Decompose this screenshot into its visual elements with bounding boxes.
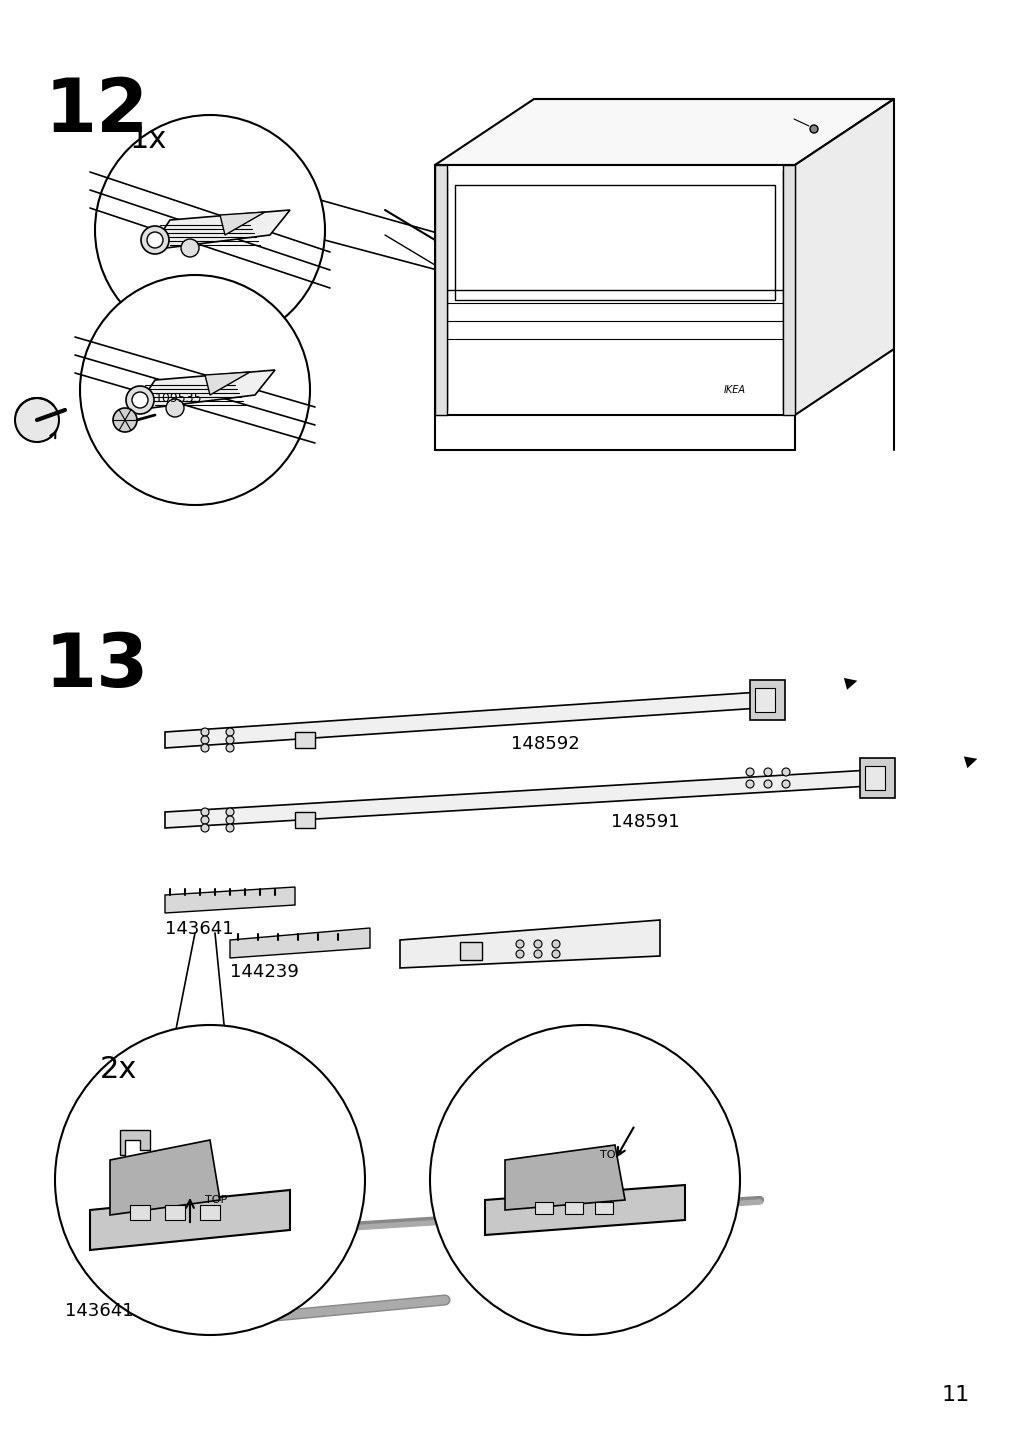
- Circle shape: [782, 768, 790, 776]
- Circle shape: [131, 392, 148, 408]
- Polygon shape: [165, 692, 759, 748]
- Circle shape: [181, 239, 199, 256]
- Circle shape: [225, 823, 234, 832]
- Polygon shape: [484, 1186, 684, 1234]
- Circle shape: [763, 780, 771, 788]
- Circle shape: [166, 400, 184, 417]
- Polygon shape: [795, 99, 893, 415]
- Bar: [295, 732, 314, 748]
- Polygon shape: [219, 212, 265, 235]
- Bar: [864, 766, 885, 790]
- Text: 2x: 2x: [100, 1055, 137, 1084]
- Text: IKEA: IKEA: [723, 385, 745, 395]
- Text: 143641: 143641: [165, 919, 234, 938]
- Polygon shape: [399, 919, 659, 968]
- Polygon shape: [150, 211, 290, 251]
- Circle shape: [201, 736, 209, 745]
- Bar: [749, 680, 785, 720]
- Circle shape: [225, 808, 234, 816]
- Polygon shape: [90, 1190, 290, 1250]
- Bar: [594, 1201, 613, 1214]
- Circle shape: [430, 1025, 739, 1335]
- Circle shape: [126, 387, 154, 414]
- Text: 148592: 148592: [511, 735, 579, 753]
- Bar: [460, 942, 481, 959]
- Circle shape: [80, 275, 309, 505]
- Bar: [435, 165, 447, 415]
- Bar: [455, 185, 774, 299]
- Text: 13: 13: [44, 630, 150, 703]
- Text: 148591: 148591: [610, 813, 678, 831]
- Polygon shape: [134, 369, 275, 410]
- Circle shape: [551, 939, 559, 948]
- Text: 144239: 144239: [229, 962, 298, 981]
- Circle shape: [55, 1025, 365, 1335]
- Text: TOP: TOP: [205, 1194, 227, 1204]
- Text: 1x: 1x: [129, 125, 167, 155]
- Bar: [200, 1204, 219, 1220]
- Circle shape: [782, 780, 790, 788]
- Bar: [129, 1204, 150, 1220]
- Circle shape: [516, 939, 524, 948]
- Polygon shape: [110, 1140, 219, 1214]
- Circle shape: [95, 115, 325, 345]
- Polygon shape: [229, 928, 370, 958]
- Circle shape: [551, 949, 559, 958]
- Circle shape: [225, 736, 234, 745]
- Text: 11: 11: [941, 1385, 969, 1405]
- Circle shape: [201, 816, 209, 823]
- Polygon shape: [205, 372, 250, 395]
- Bar: [535, 1201, 552, 1214]
- Text: 109535: 109535: [155, 391, 202, 404]
- Polygon shape: [165, 886, 295, 914]
- Bar: [754, 687, 774, 712]
- Circle shape: [15, 398, 59, 442]
- Circle shape: [534, 949, 542, 958]
- Circle shape: [141, 226, 169, 253]
- Circle shape: [201, 745, 209, 752]
- Bar: [783, 165, 795, 415]
- Polygon shape: [504, 1146, 625, 1210]
- Circle shape: [225, 745, 234, 752]
- Polygon shape: [120, 1130, 150, 1156]
- Bar: [564, 1201, 582, 1214]
- Circle shape: [225, 727, 234, 736]
- Circle shape: [147, 232, 163, 248]
- Circle shape: [201, 727, 209, 736]
- Circle shape: [763, 768, 771, 776]
- Polygon shape: [435, 165, 795, 415]
- Bar: [859, 758, 894, 798]
- Circle shape: [534, 939, 542, 948]
- Circle shape: [745, 780, 753, 788]
- Bar: [165, 1204, 185, 1220]
- Circle shape: [225, 816, 234, 823]
- Circle shape: [809, 125, 817, 133]
- Polygon shape: [165, 770, 869, 828]
- Circle shape: [113, 408, 136, 432]
- Circle shape: [516, 949, 524, 958]
- Circle shape: [201, 823, 209, 832]
- Text: TOP: TOP: [600, 1150, 622, 1160]
- Polygon shape: [435, 99, 893, 165]
- Circle shape: [745, 768, 753, 776]
- Circle shape: [201, 808, 209, 816]
- Text: 143641: 143641: [65, 1302, 133, 1320]
- Bar: [295, 812, 314, 828]
- Text: 12: 12: [44, 74, 149, 147]
